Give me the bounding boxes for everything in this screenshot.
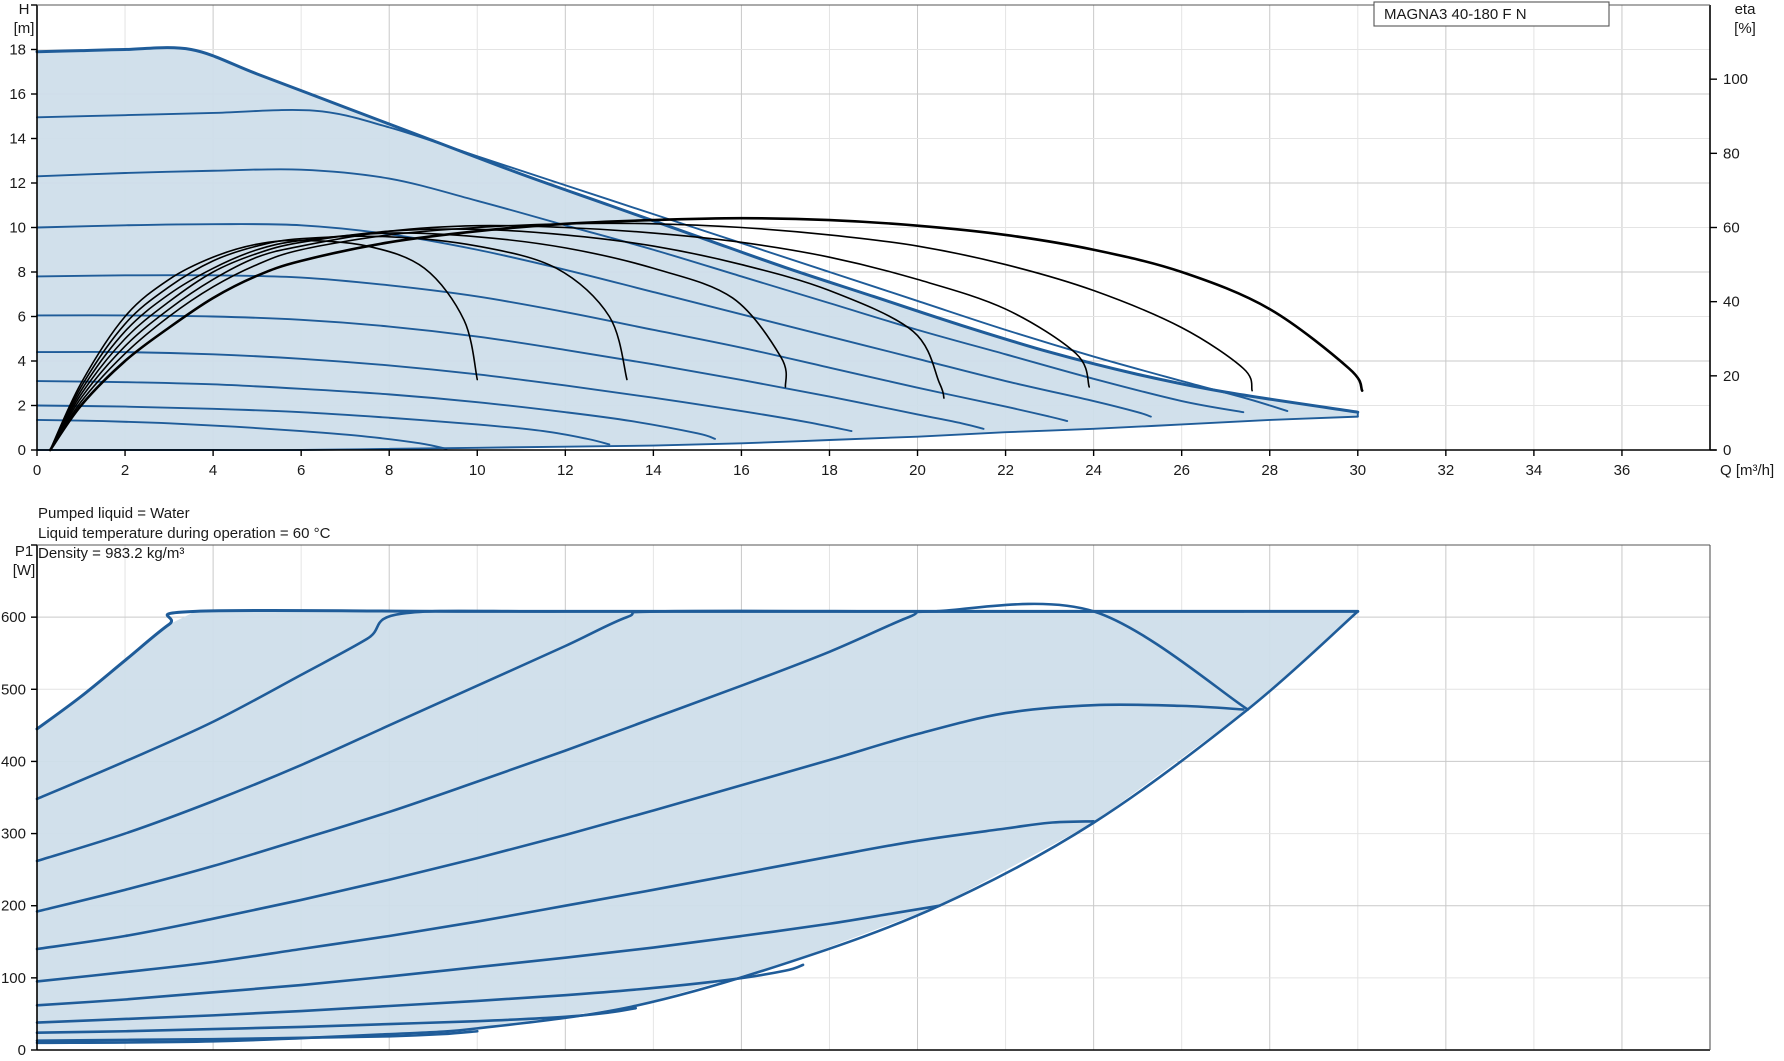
head-x-tick-label: 0	[33, 462, 41, 479]
head-speed-curve	[36, 223, 1152, 418]
power-y-tick-label: 100	[1, 970, 26, 987]
head-x-tick-label: 32	[1437, 462, 1454, 479]
head-efficiency-curve	[49, 224, 1091, 451]
pump-model-title-box	[1373, 1, 1610, 27]
head-y-tick-label: 2	[18, 398, 26, 415]
power-consumption-curve	[35, 609, 1095, 863]
head-eta-tick-label: 40	[1723, 294, 1740, 311]
head-x-tick-label: 36	[1614, 462, 1631, 479]
head-x-tick-label: 34	[1526, 462, 1543, 479]
head-x-tick-label: 6	[297, 462, 305, 479]
chart-annotations: MAGNA3 40-180 F N Pumped liquid = Water Li…	[38, 1, 1610, 562]
operating-condition-note: Pumped liquid = Water	[38, 505, 190, 522]
head-efficiency-curve	[49, 232, 788, 451]
power-y-tick-label: 500	[1, 681, 26, 698]
head-speed-curve	[36, 168, 1245, 414]
operating-condition-note: Liquid temperature during operation = 60…	[38, 525, 331, 542]
head-y-tick-label: 6	[18, 309, 26, 326]
power-y-axis-name: P1	[15, 543, 33, 560]
head-x-tick-label: 8	[385, 462, 393, 479]
power-y-tick-label: 0	[18, 1042, 26, 1059]
head-y-tick-label: 16	[9, 86, 26, 103]
head-x-tick-label: 2	[121, 462, 129, 479]
power-consumption-curve	[35, 703, 1245, 951]
head-speed-curve	[36, 314, 985, 430]
power-consumption-curve	[35, 904, 941, 1007]
power-chart-curves	[35, 602, 1360, 1045]
pump-model-title: MAGNA3 40-180 F N	[1384, 6, 1527, 23]
head-x-tick-label: 26	[1173, 462, 1190, 479]
head-speed-curve	[36, 350, 853, 433]
head-y-tick-label: 0	[18, 442, 26, 459]
head-operating-envelope	[37, 47, 1358, 450]
power-chart-axes	[31, 544, 1711, 1051]
head-eta-tick-label: 80	[1723, 145, 1740, 162]
head-efficiency-curve	[48, 216, 1364, 452]
head-eta-tick-label: 60	[1723, 220, 1740, 237]
head-speed-curve	[35, 46, 1360, 414]
head-efficiency-curve	[49, 235, 628, 451]
head-x-tick-label: 24	[1085, 462, 1102, 479]
head-y-axis-name: H	[19, 1, 30, 18]
head-y-tick-label: 4	[18, 353, 26, 370]
head-y-tick-label: 18	[9, 42, 26, 59]
head-x-tick-label: 22	[997, 462, 1014, 479]
head-x-tick-label: 16	[733, 462, 750, 479]
head-eta-tick-label: 100	[1723, 71, 1748, 88]
power-y-tick-label: 300	[1, 826, 26, 843]
head-y-tick-label: 10	[9, 220, 26, 237]
head-x-tick-label: 10	[469, 462, 486, 479]
head-speed-curve	[36, 419, 448, 450]
head-eta-tick-label: 0	[1723, 442, 1731, 459]
head-efficiency-curve	[49, 239, 479, 451]
head-x-tick-label: 14	[645, 462, 662, 479]
power-operating-envelope	[37, 611, 1358, 1043]
head-eta-axis-name: eta	[1735, 1, 1757, 18]
head-y-axis-unit: [m]	[14, 20, 35, 37]
power-envelope-lower-line	[35, 610, 1360, 1045]
head-speed-curve	[36, 274, 1069, 423]
head-x-tick-label: 12	[557, 462, 574, 479]
power-consumption-curve	[35, 602, 1250, 913]
power-consumption-curve	[35, 820, 1095, 983]
head-y-tick-label: 14	[9, 131, 26, 148]
power-y-tick-label: 400	[1, 753, 26, 770]
head-y-tick-label: 8	[18, 264, 26, 281]
head-x-tick-label: 28	[1261, 462, 1278, 479]
power-y-axis-unit: [W]	[13, 562, 36, 579]
head-x-tick-label: 18	[821, 462, 838, 479]
operating-condition-note: Density = 983.2 kg/m³	[38, 545, 184, 562]
head-x-tick-label: 4	[209, 462, 217, 479]
head-x-axis-label: Q [m³/h]	[1720, 462, 1774, 479]
head-y-tick-label: 12	[9, 175, 26, 192]
head-eta-tick-label: 20	[1723, 368, 1740, 385]
head-x-tick-label: 30	[1349, 462, 1366, 479]
head-efficiency-curve	[49, 222, 1253, 451]
head-eta-axis-unit: [%]	[1734, 20, 1756, 37]
head-chart-curves	[35, 46, 1364, 452]
power-y-tick-label: 200	[1, 898, 26, 915]
head-efficiency-curve	[49, 228, 945, 451]
head-speed-curve	[36, 380, 716, 440]
head-x-tick-label: 20	[909, 462, 926, 479]
head-speed-curve	[36, 404, 611, 446]
power-y-tick-label: 600	[1, 609, 26, 626]
power-chart-tick-labels: 0 100 200 300 400 500 600 P1 [W]	[1, 543, 35, 1059]
